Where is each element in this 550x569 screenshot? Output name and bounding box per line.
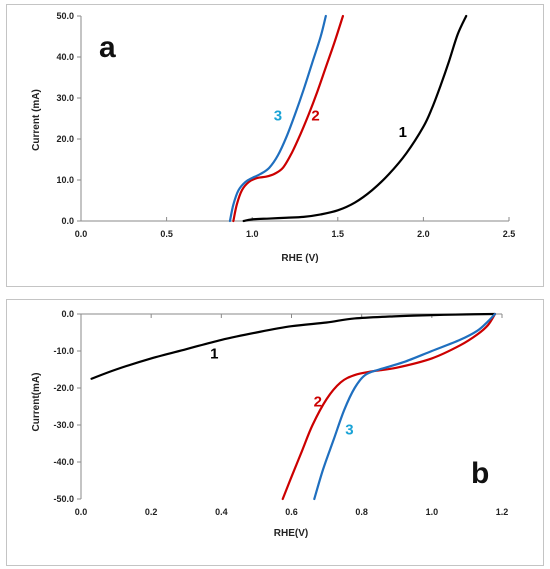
- x-tick-label-a: 1.0: [246, 229, 259, 239]
- series-line-a-2: [232, 14, 345, 223]
- curve-layer-b: [90, 312, 497, 501]
- y-tick-label-b: 0.0: [61, 309, 74, 319]
- curve-label-b-2: 2: [314, 394, 322, 411]
- tick-layer-b: 0.0 0.2 0.4 0.6 0.8 1.0 1.2 0.0 -10.0 -20.0 -30.0 -…: [53, 309, 508, 517]
- x-tick-label-b: 0.6: [285, 507, 298, 517]
- series-line-b-3: [313, 312, 497, 501]
- y-tick-label-b: -40.0: [53, 457, 74, 467]
- tick-layer-a: 0.0 0.5 1.0 1.5 2.0 2.5 0.0 10.0 20.0 30.0 40.0 50.…: [56, 11, 515, 239]
- y-tick-label-a: 10.0: [56, 175, 74, 185]
- curve-layer-a: [228, 14, 468, 223]
- chart-a-svg: 0.0 0.5 1.0 1.5 2.0 2.5 0.0 10.0 20.0 30.0 40.0 50.…: [31, 11, 515, 264]
- x-tick-label-a: 0.5: [160, 229, 173, 239]
- curve-label-layer-a: 1 2 3: [274, 108, 407, 141]
- y-tick-label-a: 50.0: [56, 11, 74, 21]
- y-axis-title-a: Current (mA): [31, 89, 42, 151]
- x-tick-label-a: 0.0: [75, 229, 88, 239]
- y-axis-title-b: Current(mA): [31, 373, 42, 432]
- chart-panel-b: 0.0 0.2 0.4 0.6 0.8 1.0 1.2 0.0 -10.0 -20.0 -30.0 -…: [6, 299, 544, 566]
- panel-label-b: b: [471, 457, 489, 490]
- x-tick-label-a: 1.5: [332, 229, 345, 239]
- series-line-b-1: [90, 312, 497, 380]
- x-tick-label-b: 0.4: [215, 507, 228, 517]
- x-tick-label-b: 0.2: [145, 507, 158, 517]
- y-tick-label-b: -10.0: [53, 346, 74, 356]
- chart-panel-a: 0.0 0.5 1.0 1.5 2.0 2.5 0.0 10.0 20.0 30.0 40.0 50.…: [6, 4, 544, 287]
- y-tick-label-a: 20.0: [56, 134, 74, 144]
- axes-a: [80, 16, 509, 222]
- series-line-a-3: [228, 14, 327, 223]
- curve-label-a-1: 1: [399, 124, 407, 141]
- curve-label-layer-b: 1 2 3: [210, 345, 353, 438]
- y-tick-label-a: 30.0: [56, 93, 74, 103]
- curve-label-a-2: 2: [311, 108, 319, 125]
- x-tick-label-b: 0.0: [75, 507, 88, 517]
- curve-label-b-3: 3: [345, 421, 353, 438]
- x-tick-label-b: 1.2: [496, 507, 509, 517]
- y-tick-label-b: -30.0: [53, 420, 74, 430]
- series-line-a-1: [242, 14, 468, 223]
- x-tick-label-a: 2.0: [417, 229, 430, 239]
- panel-label-a: a: [99, 31, 116, 64]
- chart-b-svg: 0.0 0.2 0.4 0.6 0.8 1.0 1.2 0.0 -10.0 -20.0 -30.0 -…: [31, 309, 508, 539]
- curve-label-a-3: 3: [274, 108, 282, 125]
- y-tick-label-b: -50.0: [53, 494, 74, 504]
- x-tick-label-a: 2.5: [503, 229, 516, 239]
- y-tick-label-b: -20.0: [53, 383, 74, 393]
- y-tick-label-a: 40.0: [56, 52, 74, 62]
- curve-label-b-1: 1: [210, 345, 218, 362]
- series-line-b-2: [281, 312, 497, 501]
- x-axis-title-b: RHE(V): [274, 528, 308, 539]
- y-tick-label-a: 0.0: [61, 216, 74, 226]
- x-axis-title-a: RHE (V): [281, 253, 318, 264]
- x-tick-label-b: 0.8: [355, 507, 368, 517]
- x-tick-label-b: 1.0: [426, 507, 439, 517]
- axes-b: [80, 313, 502, 499]
